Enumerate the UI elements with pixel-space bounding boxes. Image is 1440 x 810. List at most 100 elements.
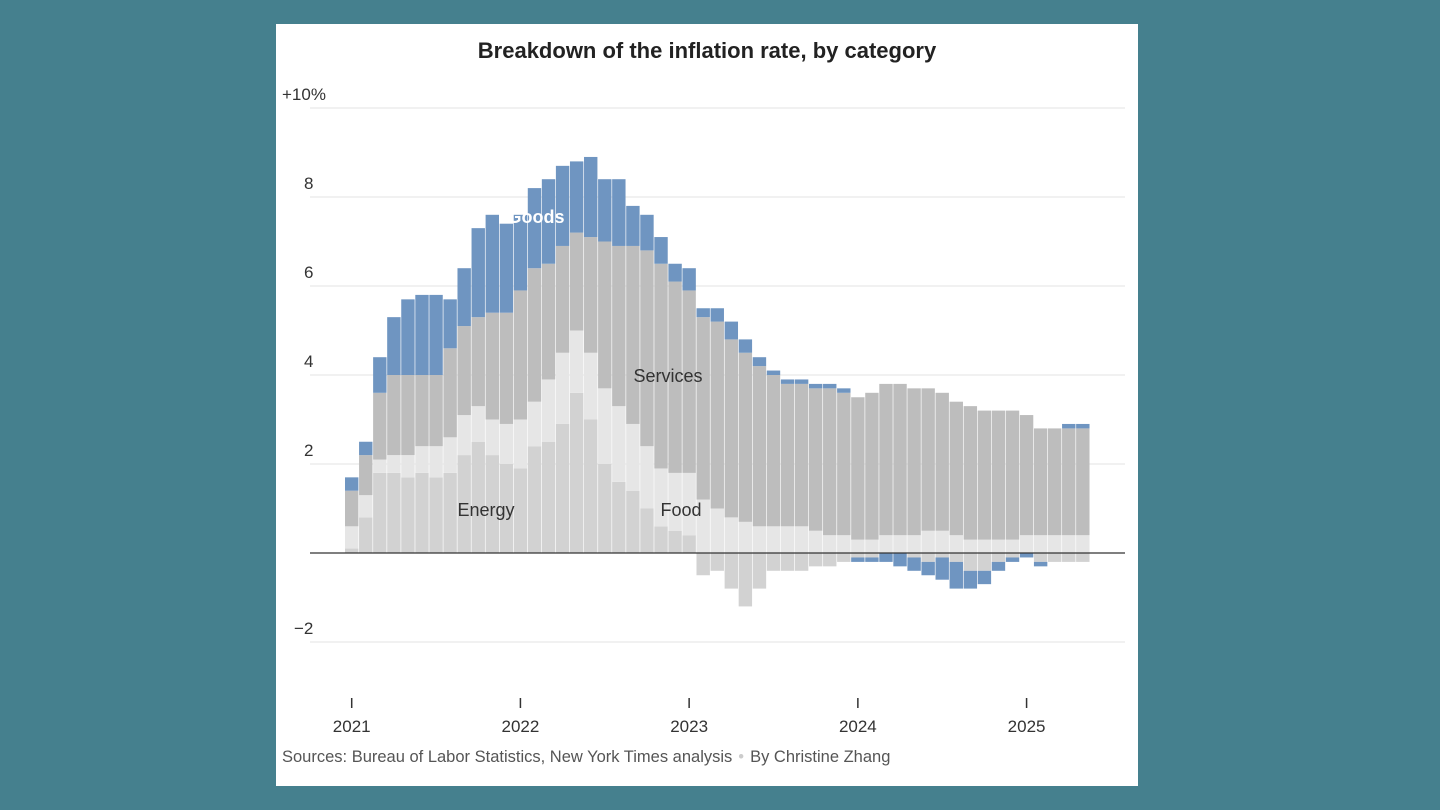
bar-goods	[991, 561, 1006, 571]
chart-title: Breakdown of the inflation rate, by cate…	[477, 38, 937, 63]
x-tick-label: 2024	[839, 717, 877, 736]
bar-energy	[837, 553, 851, 562]
bar-food	[724, 517, 739, 553]
bar-services	[584, 237, 598, 353]
bar-food	[443, 437, 457, 473]
bar-food	[1076, 535, 1090, 553]
x-tick-label: 2025	[1008, 717, 1046, 736]
bar-services	[569, 232, 584, 331]
bar-food	[780, 526, 795, 553]
bar-energy	[1076, 553, 1090, 562]
bar-energy	[949, 553, 963, 562]
bar-food	[569, 330, 584, 393]
bar-services	[401, 375, 415, 456]
bar-services	[963, 406, 978, 540]
bar-food	[935, 530, 949, 553]
bar-services	[541, 263, 556, 380]
bar-goods	[387, 317, 401, 375]
bar-energy	[668, 530, 682, 553]
bar-food	[921, 530, 935, 553]
bar-services	[1033, 428, 1048, 536]
bar-food	[499, 423, 514, 464]
services-label: Services	[633, 366, 702, 386]
bar-goods	[949, 561, 963, 589]
bar-services	[485, 312, 499, 420]
bar-goods	[963, 570, 978, 589]
bar-energy	[851, 553, 865, 558]
bar-food	[963, 539, 978, 553]
bar-goods	[738, 339, 753, 353]
bar-food	[879, 535, 893, 553]
bar-goods	[401, 299, 415, 375]
bar-food	[429, 446, 443, 478]
bar-goods	[1062, 423, 1076, 429]
bar-services	[738, 352, 753, 522]
bar-goods	[541, 179, 556, 264]
bar-goods	[794, 379, 809, 384]
energy-label: Energy	[457, 500, 514, 520]
bar-energy	[1062, 553, 1076, 562]
bar-energy	[654, 526, 668, 553]
bar-services	[837, 392, 851, 536]
y-tick-label: 2	[304, 441, 313, 460]
x-tick-label: 2023	[670, 717, 708, 736]
bar-services	[696, 317, 710, 500]
bar-services	[640, 250, 654, 447]
bar-food	[513, 419, 528, 469]
bar-services	[513, 290, 528, 420]
bar-services	[612, 245, 626, 407]
bar-energy	[696, 553, 710, 576]
bar-food	[401, 455, 415, 478]
bar-food	[837, 535, 851, 553]
bar-services	[991, 410, 1006, 540]
bar-energy	[724, 553, 739, 589]
bar-goods	[879, 553, 893, 562]
bar-food	[387, 455, 401, 473]
bar-goods	[640, 214, 654, 251]
bar-food	[471, 406, 485, 442]
bar-food	[640, 446, 654, 509]
bar-goods	[457, 268, 471, 327]
bar-services	[359, 455, 373, 496]
bar-energy	[401, 477, 415, 553]
bar-goods	[907, 557, 921, 571]
bar-energy	[626, 490, 640, 553]
bar-goods	[598, 179, 612, 242]
bar-goods	[612, 179, 626, 246]
bar-energy	[921, 553, 935, 562]
bar-goods	[429, 294, 443, 375]
bar-energy	[527, 446, 542, 553]
bar-services	[373, 392, 387, 460]
food-label: Food	[660, 500, 701, 520]
bar-food	[696, 499, 710, 553]
bar-goods	[935, 557, 949, 580]
bar-food	[808, 530, 823, 553]
bar-food	[359, 495, 373, 518]
bar-energy	[499, 464, 514, 553]
bar-food	[893, 535, 907, 553]
bar-services	[527, 268, 542, 402]
bar-services	[865, 392, 879, 540]
bar-goods	[415, 294, 429, 375]
bar-goods	[513, 214, 528, 291]
bar-energy	[1048, 553, 1062, 562]
bar-goods	[555, 165, 570, 246]
chart-card: Breakdown of the inflation rate, by cate…	[276, 24, 1138, 786]
bar-services	[1048, 428, 1062, 536]
bar-goods	[682, 268, 696, 291]
bar-services	[823, 388, 837, 536]
y-tick-label: +10%	[282, 85, 326, 104]
bar-energy	[541, 441, 556, 553]
bar-food	[766, 526, 781, 553]
bar-goods	[1076, 423, 1090, 429]
bar-goods	[893, 553, 907, 567]
bar-goods	[584, 156, 598, 238]
bar-services	[598, 241, 612, 389]
bar-food	[977, 539, 992, 553]
bar-goods	[1033, 561, 1048, 567]
bar-services	[443, 348, 457, 438]
bar-energy	[612, 481, 626, 553]
bar-energy	[935, 553, 949, 558]
y-tick-label: 4	[304, 352, 313, 371]
bar-services	[710, 321, 724, 509]
